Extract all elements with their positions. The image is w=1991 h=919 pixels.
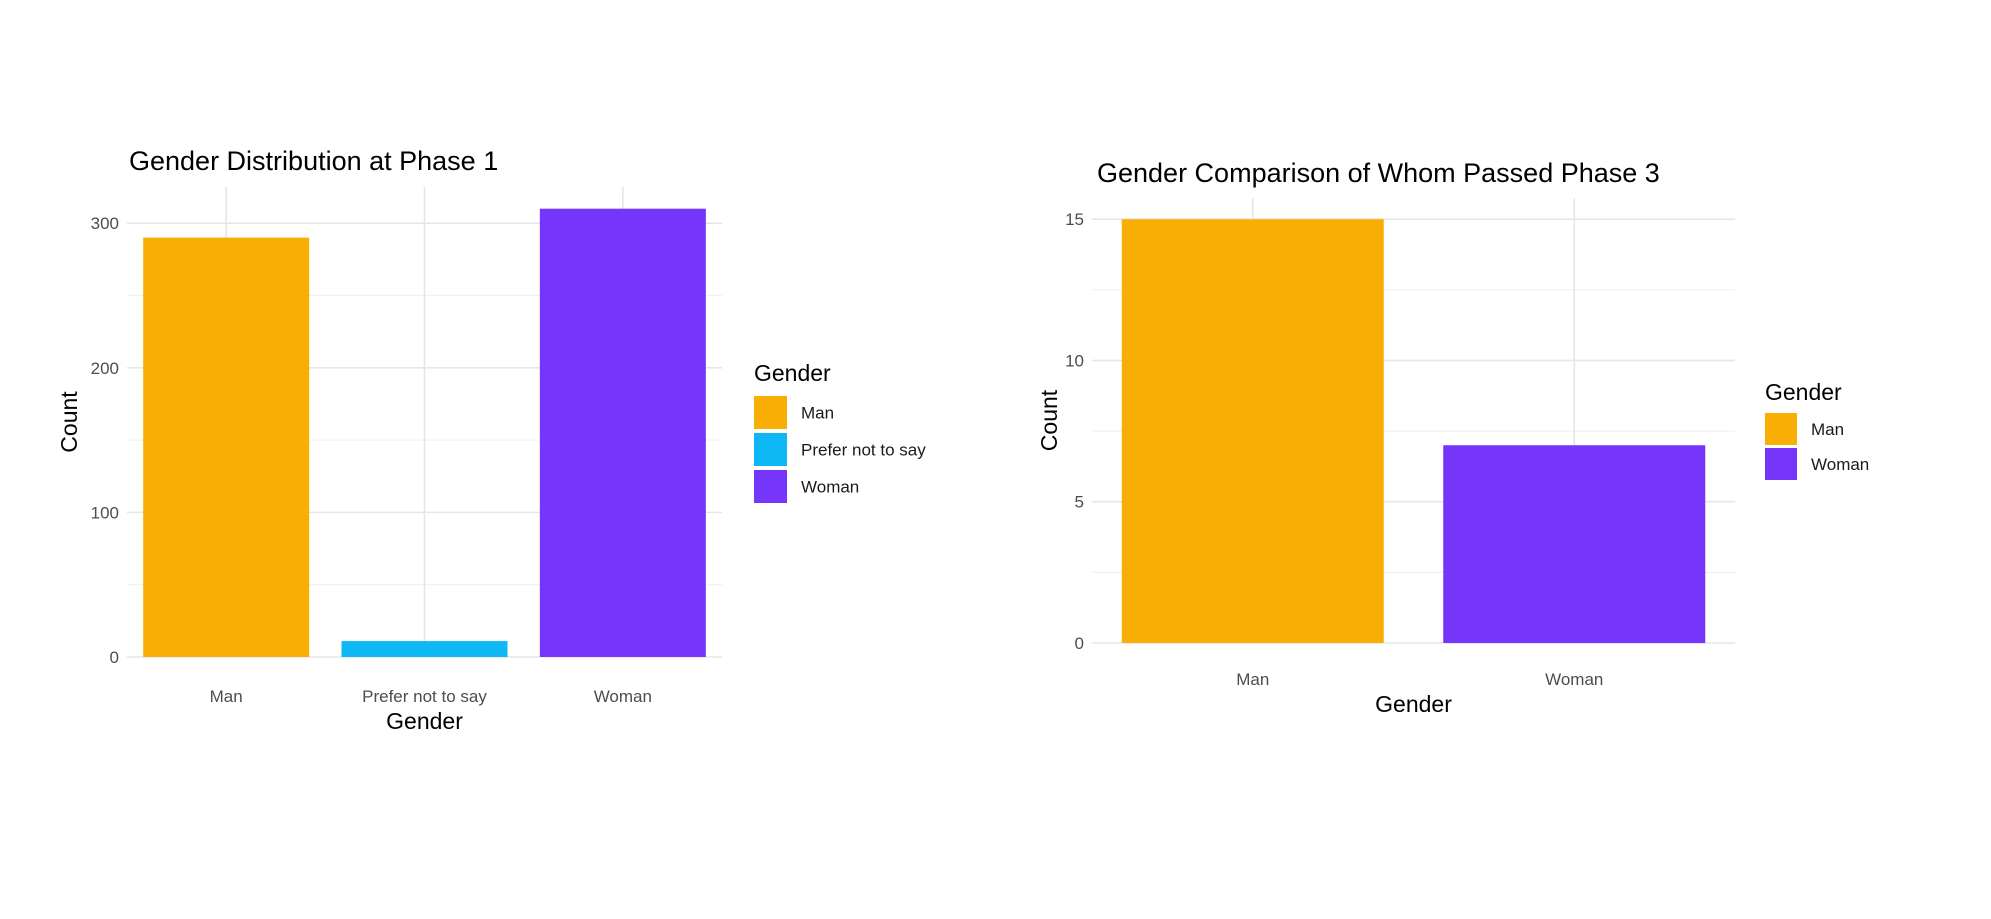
x-tick-label: Man bbox=[210, 687, 243, 706]
y-tick-label: 15 bbox=[1065, 210, 1084, 229]
legend-label: Man bbox=[801, 404, 834, 423]
x-tick-label: Woman bbox=[1545, 670, 1603, 689]
legend-key-woman bbox=[1765, 448, 1797, 480]
x-tick-label: Prefer not to say bbox=[362, 687, 487, 706]
legend-title: Gender bbox=[1765, 379, 1842, 405]
y-tick-label: 0 bbox=[110, 648, 119, 667]
legend-title: Gender bbox=[754, 360, 831, 386]
legend-label: Woman bbox=[801, 478, 859, 497]
chart-gender-distribution-phase1: 0 100 200 300 Man Prefer not to say Woman Gende… bbox=[56, 146, 926, 734]
y-tick-label: 0 bbox=[1075, 634, 1084, 653]
bar-prefer-not-to-say bbox=[341, 641, 508, 657]
y-tick-label: 200 bbox=[91, 359, 119, 378]
legend-label: Prefer not to say bbox=[801, 441, 926, 460]
x-axis-title: Gender bbox=[1375, 691, 1452, 717]
bar-man bbox=[143, 237, 310, 657]
y-axis-title: Count bbox=[1036, 389, 1062, 451]
legend-label: Man bbox=[1811, 420, 1844, 439]
chart-gender-comparison-phase3: 0 5 10 15 Man Woman Gender Comparison of Whom … bbox=[1036, 158, 1869, 717]
chart-title: Gender Comparison of Whom Passed Phase 3 bbox=[1097, 158, 1660, 188]
x-axis-title: Gender bbox=[386, 708, 463, 734]
y-tick-label: 10 bbox=[1065, 351, 1084, 370]
chart-title: Gender Distribution at Phase 1 bbox=[129, 146, 498, 176]
legend-key-woman bbox=[754, 470, 787, 503]
bar-woman bbox=[539, 208, 706, 657]
legend-key-man bbox=[754, 396, 787, 429]
bar-woman bbox=[1443, 445, 1706, 643]
y-tick-label: 5 bbox=[1075, 493, 1084, 512]
legend-key-man bbox=[1765, 413, 1797, 445]
bar-man bbox=[1121, 219, 1384, 643]
x-tick-label: Man bbox=[1236, 670, 1269, 689]
legend-key-prefer-not-to-say bbox=[754, 433, 787, 466]
y-tick-label: 100 bbox=[91, 503, 119, 522]
legend-label: Woman bbox=[1811, 455, 1869, 474]
y-axis-title: Count bbox=[56, 391, 82, 453]
x-tick-label: Woman bbox=[594, 687, 652, 706]
y-tick-label: 300 bbox=[91, 214, 119, 233]
